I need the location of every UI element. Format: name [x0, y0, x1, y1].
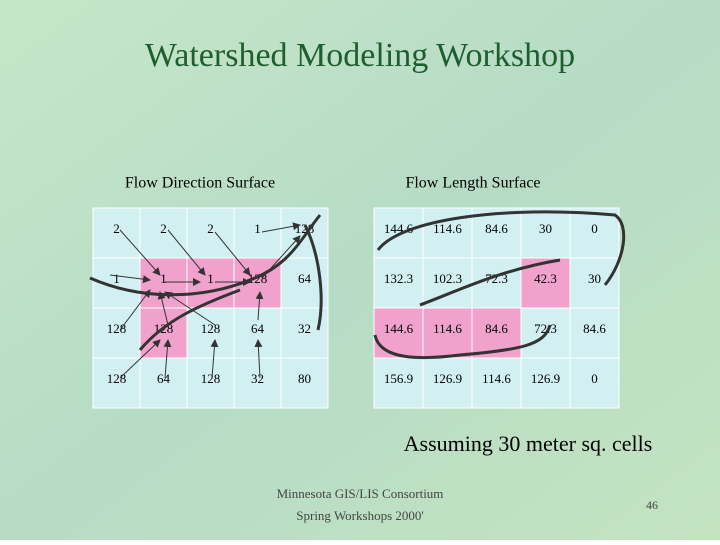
cell-value: 128	[107, 371, 127, 386]
cell-value: 114.6	[482, 371, 511, 386]
grid-cell	[233, 357, 282, 409]
cell-value: 84.6	[485, 321, 508, 336]
cell-value: 30	[539, 221, 552, 236]
grid-cell	[186, 307, 235, 359]
grid-cell	[569, 307, 620, 359]
cell-value: 0	[591, 371, 598, 386]
cell-value: 64	[298, 271, 312, 286]
grid-cell	[92, 307, 141, 359]
grid-cell	[280, 357, 329, 409]
cell-value: 1	[160, 271, 167, 286]
footer-line: Minnesota GIS/LIS Consortium	[277, 486, 444, 501]
cell-value: 128	[201, 371, 221, 386]
grid-cell	[233, 207, 282, 259]
cell-value: 64	[157, 371, 171, 386]
cell-value: 32	[251, 371, 264, 386]
grid-cell	[569, 357, 620, 409]
cell-value: 2	[160, 221, 167, 236]
cell-value: 1	[113, 271, 120, 286]
cell-value: 102.3	[433, 271, 462, 286]
slide-title: Watershed Modeling Workshop	[145, 37, 575, 74]
grid-cell	[139, 357, 188, 409]
cell-value: 156.9	[384, 371, 413, 386]
grid-heading: Flow Direction Surface	[125, 175, 275, 192]
cell-value: 64	[251, 321, 265, 336]
cell-value: 84.6	[583, 321, 606, 336]
grid-cell	[520, 357, 571, 409]
grid-cell	[569, 257, 620, 309]
page-number: 46	[646, 498, 658, 512]
cell-value: 144.6	[384, 321, 414, 336]
cell-value: 30	[588, 271, 601, 286]
grid-cell	[92, 207, 141, 259]
cell-value: 114.6	[433, 321, 462, 336]
cell-value: 84.6	[485, 221, 508, 236]
grid-cell	[471, 357, 522, 409]
grid-cell	[373, 307, 424, 359]
cell-value: 114.6	[433, 221, 462, 236]
cell-value: 126.9	[433, 371, 462, 386]
cell-value: 1	[207, 271, 214, 286]
grid-cell	[373, 257, 424, 309]
direction-arrows	[109, 222, 301, 379]
cell-value: 80	[298, 371, 311, 386]
cell-value: 0	[591, 221, 598, 236]
caption: Assuming 30 meter sq. cells	[404, 431, 653, 456]
grid-cell	[520, 207, 571, 259]
grid-heading: Flow Length Surface	[405, 175, 540, 192]
grid-cell	[422, 307, 473, 359]
cell-value: 128	[201, 321, 221, 336]
footer-line: Spring Workshops 2000'	[296, 508, 423, 523]
grid-cell	[422, 357, 473, 409]
grid-cell	[186, 357, 235, 409]
grid-cell	[373, 357, 424, 409]
cell-value: 128	[107, 321, 127, 336]
cell-value: 132.3	[384, 271, 413, 286]
cell-value: 1	[254, 221, 261, 236]
cell-value: 72.3	[534, 321, 557, 336]
grid-cell	[233, 307, 282, 359]
cell-value: 126.9	[531, 371, 560, 386]
grid-cell	[471, 307, 522, 359]
cell-value: 2	[207, 221, 214, 236]
cell-value: 42.3	[534, 271, 557, 286]
cell-value: 32	[298, 321, 311, 336]
cell-value: 2	[113, 221, 120, 236]
